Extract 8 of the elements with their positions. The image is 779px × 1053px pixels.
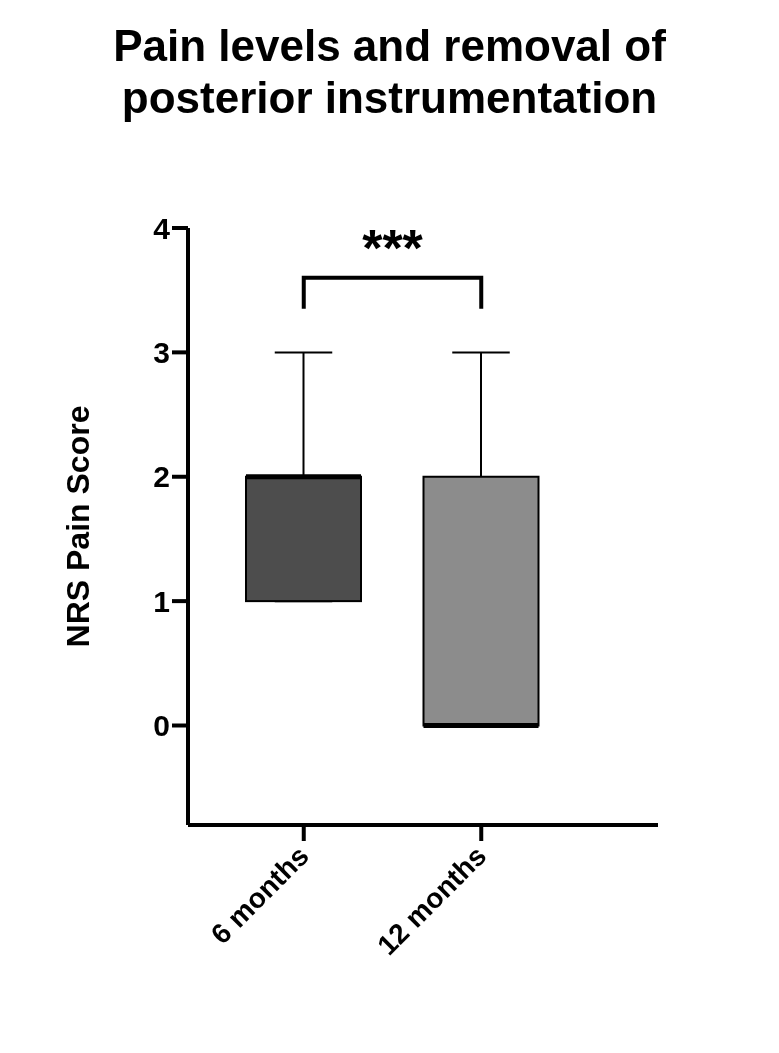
y-tick-label: 0 (153, 709, 170, 743)
chart-title: Pain levels and removal of posterior instrumentation (112, 20, 667, 124)
y-tick-label: 3 (153, 336, 170, 370)
annotation: *** (362, 218, 424, 277)
y-tick-label: 2 (153, 460, 170, 494)
y-tick-label: 1 (153, 584, 170, 618)
y-axis-title: NRS Pain Score (60, 405, 97, 648)
y-tick-label: 4 (153, 211, 171, 245)
